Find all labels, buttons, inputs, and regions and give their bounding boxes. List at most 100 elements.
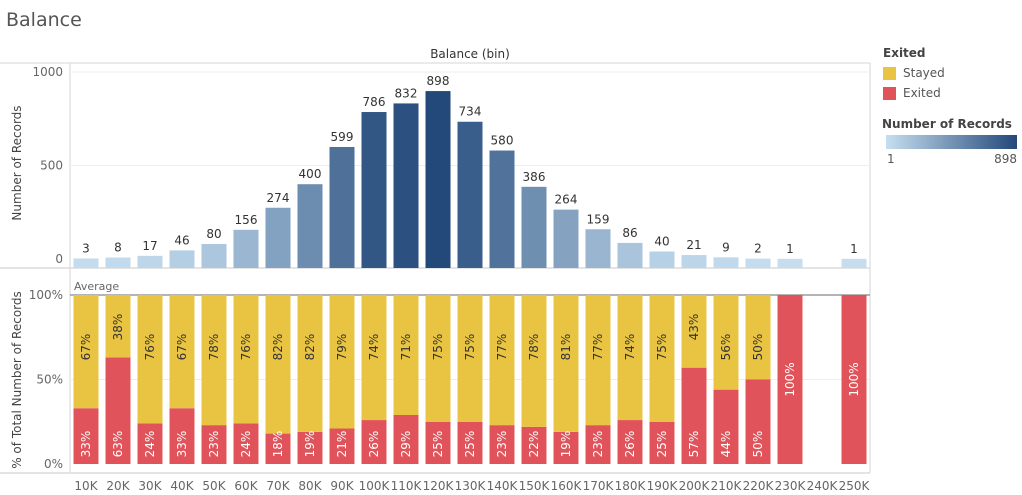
exited-segment: [713, 389, 739, 464]
bottom-y-tick-label: 100%: [29, 288, 63, 302]
top-y-tick-label: 0: [55, 252, 63, 266]
x-tick-label: 30K: [138, 479, 162, 493]
exited-segment: [105, 357, 131, 464]
stayed-pct-label: 38%: [111, 314, 125, 341]
bottom-y-axis-label: % of Total Number of Records: [10, 291, 24, 469]
exited-segment: [361, 420, 387, 464]
count-label: 400: [299, 167, 322, 181]
exited-pct-label: 33%: [175, 431, 189, 458]
stayed-pct-label: 77%: [591, 334, 605, 361]
exited-segment: [73, 408, 99, 464]
x-tick-label: 190K: [647, 479, 679, 493]
stayed-segment: [361, 295, 387, 421]
count-bar: [617, 242, 643, 268]
count-bar: [297, 184, 323, 268]
stayed-segment: [265, 295, 291, 434]
stayed-segment: [521, 295, 547, 427]
exited-pct-label: 19%: [303, 431, 317, 458]
x-tick-label: 200K: [679, 479, 711, 493]
chart-title: Balance (bin): [430, 47, 510, 61]
exited-pct-label: 100%: [847, 362, 861, 396]
x-tick-label: 220K: [743, 479, 775, 493]
count-label: 832: [395, 86, 418, 100]
count-label: 40: [654, 235, 669, 249]
stayed-segment: [585, 295, 611, 426]
exited-segment: [233, 423, 259, 464]
exited-pct-label: 50%: [751, 431, 765, 458]
stayed-pct-label: 50%: [751, 334, 765, 361]
count-label: 3: [82, 241, 90, 255]
legend-item-exited[interactable]: Exited: [883, 83, 1022, 103]
count-bar: [425, 91, 451, 268]
x-tick-label: 180K: [615, 479, 647, 493]
count-bar: [553, 209, 579, 268]
x-tick-label: 150K: [519, 479, 551, 493]
exited-segment: [617, 420, 643, 464]
stayed-segment: [105, 295, 131, 358]
exited-segment: [745, 379, 771, 464]
x-tick-label: 60K: [234, 479, 258, 493]
stayed-segment: [393, 295, 419, 415]
exited-pct-label: 19%: [559, 431, 573, 458]
count-label: 46: [174, 233, 189, 247]
stayed-segment: [137, 295, 163, 424]
exited-segment: [425, 421, 451, 464]
legend-swatch-stayed: [883, 66, 896, 80]
x-tick-label: 90K: [330, 479, 354, 493]
legend-item-stayed[interactable]: Stayed: [883, 63, 1022, 83]
color-ramp-title: Number of Records: [882, 117, 1012, 131]
count-bar: [521, 186, 547, 268]
stayed-pct-label: 67%: [175, 334, 189, 361]
stayed-segment: [457, 295, 483, 422]
x-tick-label: 100K: [359, 479, 391, 493]
exited-segment: [585, 425, 611, 464]
count-bars: [73, 91, 867, 268]
color-ramp-max: 898: [994, 152, 1017, 166]
stayed-pct-label: 75%: [431, 334, 445, 361]
exited-segment: [393, 414, 419, 464]
top-y-axis-label: Number of Records: [10, 105, 24, 220]
exited-pct-label: 33%: [79, 431, 93, 458]
top-y-tick-label: 500: [40, 159, 63, 173]
stayed-segment: [201, 295, 227, 426]
stayed-segment: [329, 295, 355, 429]
stayed-segment: [233, 295, 259, 424]
x-tick-label: 70K: [266, 479, 290, 493]
labels-layer: 050010000%50%100%Average10K333%67%20K863…: [29, 65, 871, 493]
exited-pct-label: 23%: [591, 431, 605, 458]
bottom-y-tick-label: 50%: [36, 373, 63, 387]
legend-item-label: Stayed: [903, 66, 945, 80]
count-label: 8: [114, 241, 122, 255]
exited-pct-label: 57%: [687, 431, 701, 458]
x-tick-label: 130K: [455, 479, 487, 493]
count-bar: [361, 112, 387, 268]
stayed-pct-label: 77%: [495, 334, 509, 361]
count-label: 580: [491, 134, 514, 148]
exited-pct-label: 23%: [495, 431, 509, 458]
exited-pct-label: 22%: [527, 431, 541, 458]
x-tick-label: 230K: [775, 479, 807, 493]
exited-pct-label: 24%: [239, 431, 253, 458]
exited-pct-label: 100%: [783, 362, 797, 396]
count-label: 1: [786, 242, 794, 256]
exited-segment: [457, 421, 483, 464]
x-tick-label: 20K: [106, 479, 130, 493]
count-label: 386: [523, 170, 546, 184]
stayed-pct-label: 56%: [719, 334, 733, 361]
exited-pct-label: 23%: [207, 431, 221, 458]
count-bar: [393, 103, 419, 268]
x-tick-label: 140K: [487, 479, 519, 493]
legend-title: Exited: [883, 46, 926, 60]
count-bar: [105, 257, 131, 268]
x-tick-label: 10K: [74, 479, 98, 493]
exited-segment: [521, 426, 547, 464]
exited-pct-label: 25%: [463, 431, 477, 458]
count-bar: [265, 207, 291, 268]
count-bar: [489, 150, 515, 268]
count-label: 156: [235, 213, 258, 227]
stayed-segment: [681, 295, 707, 368]
exited-segment: [265, 433, 291, 464]
stayed-pct-label: 74%: [367, 334, 381, 361]
x-tick-label: 120K: [423, 479, 455, 493]
